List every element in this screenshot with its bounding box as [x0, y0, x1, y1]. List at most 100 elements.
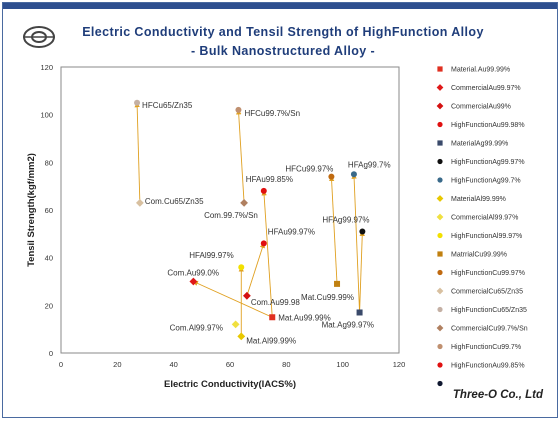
annotation-arrow — [351, 173, 361, 313]
data-point — [328, 173, 335, 180]
legend-marker — [437, 121, 443, 128]
data-point — [235, 106, 242, 113]
annotation-arrow — [328, 175, 338, 284]
point-label: Mat.Al99.99% — [246, 336, 296, 345]
x-tick-label: 20 — [113, 360, 121, 369]
point-label: HFAl99.97% — [189, 251, 233, 260]
point-label: Com.Au99.98 — [251, 298, 300, 307]
annotation-arrow — [261, 190, 273, 318]
legend-entry: HighFunctionAg99.97% — [451, 159, 525, 166]
legend-entry: HighFunctionAu99.98% — [451, 122, 525, 129]
legend-marker — [437, 380, 443, 387]
x-tick-label: 40 — [169, 360, 177, 369]
y-tick-label: 0 — [49, 349, 53, 358]
data-point — [334, 280, 341, 287]
legend-entry: CommercialCu99.7%/Sn — [451, 326, 528, 333]
legend-entry: HighFunctionAl99.97% — [451, 233, 522, 240]
data-point — [243, 291, 251, 300]
legend-marker — [436, 287, 444, 295]
top-band — [3, 3, 557, 9]
annotation-arrow — [134, 101, 141, 203]
annotation-arrow — [192, 280, 273, 318]
point-label: Com.99.7%/Sn — [204, 211, 258, 220]
data-point — [135, 198, 144, 207]
point-label: Com.Al99.97% — [170, 323, 223, 332]
data-point — [238, 264, 245, 271]
legend-entry: HighFunctionCu99.7% — [451, 344, 521, 351]
y-tick-label: 120 — [40, 63, 53, 72]
y-tick-label: 80 — [45, 158, 53, 167]
data-point — [359, 228, 366, 235]
legend-marker — [436, 102, 444, 110]
legend-entry: HighFunctionAg99.7% — [451, 178, 521, 185]
point-label: HFAg99.7% — [348, 160, 391, 169]
legend-marker — [437, 177, 443, 183]
point-label: Com.Cu65/Zn35 — [145, 197, 204, 206]
point-label: HFAu99.85% — [246, 175, 293, 184]
chart-subtitle: - Bulk Nanostructured Alloy - — [190, 44, 376, 58]
legend-marker — [437, 306, 443, 313]
legend-marker — [437, 269, 443, 276]
x-axis-label: Electric Conductivity(IACS%) — [164, 379, 296, 390]
point-label: HFCu65/Zn35 — [142, 101, 193, 110]
data-point — [134, 99, 141, 106]
scatter-chart: 0 20 40 60 80 100 120 0 20 40 60 80 100 120 Mat.Au99.… — [26, 63, 528, 390]
annotation-arrow — [236, 109, 245, 203]
data-point — [269, 314, 276, 321]
point-label: Com.Au99.0% — [167, 269, 219, 278]
data-point — [350, 171, 357, 178]
x-tick-label: 100 — [336, 360, 349, 369]
data-point — [189, 277, 198, 286]
annotation-arrow — [246, 242, 265, 296]
plot-area — [60, 66, 400, 354]
data-point — [260, 240, 267, 247]
legend-marker — [436, 84, 444, 91]
legend-entry: MaterialAg99.99% — [451, 141, 508, 148]
legend-entry: Material.Au99.99% — [451, 67, 510, 74]
company-logo — [23, 26, 55, 48]
legend-marker — [436, 324, 444, 332]
legend-marker — [437, 232, 443, 239]
y-tick-label: 20 — [45, 301, 53, 310]
point-label: HFCu99.7%/Sn — [244, 109, 300, 118]
y-tick-label: 60 — [45, 206, 53, 215]
legend-entry: CommercialAu99.97% — [451, 85, 521, 92]
y-tick-label: 100 — [40, 111, 53, 120]
legend-entry: HighFunctionAu99.85% — [451, 363, 525, 370]
annotation-arrow — [359, 230, 365, 313]
legend-marker — [437, 362, 443, 368]
data-point — [240, 198, 248, 207]
chart-title: Electric Conductivity and Tensil Strengt… — [82, 25, 484, 39]
data-point — [231, 320, 240, 329]
x-tick-label: 0 — [59, 360, 63, 369]
legend-entry: MatrrialCu99.99% — [451, 252, 507, 259]
legend-entry: MaterialAl99.99% — [451, 196, 506, 203]
legend-entry: HighFunctionCu99.97% — [451, 270, 525, 277]
legend-marker — [437, 140, 443, 146]
point-label: HFAg99.97% — [322, 215, 369, 224]
legend-marker — [436, 213, 444, 221]
company-name: Three-O Co., Ltd — [452, 389, 543, 401]
x-tick-label: 80 — [282, 360, 290, 369]
point-label: Mat.Cu99.99% — [301, 293, 354, 302]
slide: Electric Conductivity and Tensil Strengt… — [2, 2, 558, 418]
x-tick-label: 120 — [393, 360, 406, 369]
y-tick-label: 40 — [45, 254, 53, 263]
legend-entry: HighFunctionCu65/Zn35 — [451, 307, 527, 314]
legend-marker — [437, 158, 443, 165]
legend-marker — [437, 343, 443, 350]
point-label: Mat.Ag99.97% — [322, 320, 374, 329]
point-label: Mat.Au99.99% — [278, 313, 330, 322]
data-point — [260, 187, 267, 194]
legend-entry: CommercialCu65/Zn35 — [451, 289, 523, 296]
data-point — [356, 309, 363, 316]
y-axis-label: Tensil Strength(kgf/mm2) — [26, 153, 37, 267]
legend-entry: CommercialAu99% — [451, 104, 511, 111]
legend-marker — [437, 251, 443, 257]
x-tick-label: 60 — [226, 360, 234, 369]
legend-marker — [437, 66, 443, 72]
point-label: HFAu99.97% — [268, 227, 315, 236]
legend-entry: CommercialAl99.97% — [451, 215, 518, 222]
legend-marker — [436, 195, 444, 202]
data-point — [237, 332, 246, 341]
